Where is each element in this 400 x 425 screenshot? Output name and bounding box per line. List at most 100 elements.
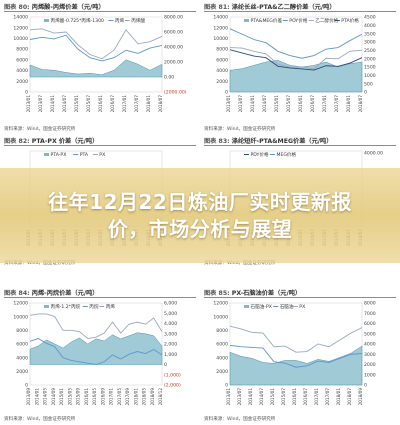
y-tick-left: 14000 [13, 15, 28, 21]
chart-title: 涤纶长丝-PTA&乙二醇价差（元/吨） [231, 4, 336, 11]
y-tick-right: 5,000 [164, 311, 177, 317]
chart-area: 0 2000 4000 6000 8000 10000 12000 14000 (2000.00… [13, 15, 186, 113]
x-tick-label: 2015/07 [286, 95, 291, 113]
chart-title: 涤纶短纤-PTA&MEG价差（元/吨） [231, 138, 333, 145]
figure-number: 图表 80: [4, 4, 30, 11]
chart-area: 0 2000 4000 6000 8000 10000 12000 0 1000 2000 3000… [213, 301, 376, 406]
chart-source: 资料来源：Wind，国金证券研究所 [204, 261, 276, 266]
chart-panel-81: 图表 81: 涤纶长丝-PTA&乙二醇价差（元/吨） 0 2000 4000 6000… [204, 2, 396, 132]
x-tick-label: 2016/07 [303, 388, 308, 406]
y-tick-right: 1,000 [164, 352, 177, 358]
legend-label: 石脑油 [280, 303, 294, 310]
x-tick-label: 2018/09 [358, 388, 363, 406]
x-tick-label: 2016/05 [92, 388, 97, 406]
series-area [29, 332, 163, 365]
chart-source: 资料来源：Wind，国金证券研究所 [4, 261, 76, 266]
x-tick-label: 2017/01 [122, 95, 127, 113]
y-tick-right: 0 [164, 362, 167, 368]
y-tick-left: 14000 [213, 15, 228, 21]
y-tick-right: 0 [364, 90, 367, 96]
x-tick-label: 2018/01 [336, 388, 341, 406]
x-tick-label: 2015/01 [74, 95, 79, 113]
y-tick-right: 0.00 [164, 75, 174, 81]
x-tick-label: 2015/09 [76, 388, 81, 406]
y-tick-left: 6000 [216, 57, 228, 63]
legend-label: 丙烷 [89, 303, 99, 310]
x-tick-label: 2013/01 [26, 95, 31, 113]
y-tick-left: 12000 [213, 25, 228, 31]
x-tick-label: 2014/01 [34, 388, 39, 406]
series-area [29, 59, 163, 78]
title-rule [204, 145, 396, 146]
chart-source: 资料来源：Wind，国金证券研究所 [204, 417, 276, 422]
chart-title: 丙烯-丙烷价差（元/吨） [31, 290, 99, 297]
x-tick-label: 2014/01 [250, 95, 255, 113]
x-tick-label: 2017/07 [334, 95, 339, 113]
x-tick-label: 2017/01 [322, 95, 327, 113]
y-tick-right: 1000 [364, 372, 376, 378]
x-tick-label: 2014/09 [51, 388, 56, 406]
legend-swatch [44, 19, 49, 22]
x-tick-label: 2013/01 [226, 388, 231, 406]
x-tick-label: 2016/07 [310, 95, 315, 113]
plot-frame [29, 16, 163, 93]
x-tick-label: 2015/07 [281, 388, 286, 406]
y-tick-left: 6000 [216, 342, 228, 348]
legend-label: PX [99, 152, 105, 158]
x-tick-label: 2015/07 [86, 95, 91, 113]
figure-number: 图表 84: [4, 290, 30, 297]
x-tick-label: 2014/01 [248, 388, 253, 406]
legend-swatch [244, 305, 249, 308]
series-line [229, 344, 363, 368]
legend-label: 丙烯 [106, 303, 116, 310]
x-tick-label: 2018/05 [142, 388, 147, 406]
x-tick-label: 2013/09 [26, 388, 31, 406]
x-tick-label: 2017/07 [134, 95, 139, 113]
figure-number: 图表 82: [4, 138, 30, 145]
legend-label: PTA [80, 152, 89, 158]
x-tick-label: 2015/01 [59, 388, 64, 406]
legend-label: PX [299, 304, 305, 310]
y-tick-left: 0 [25, 383, 28, 389]
y-tick-right: 7000 [364, 311, 376, 317]
x-tick-label: 2014/07 [259, 388, 264, 406]
y-tick-left: 8000 [16, 47, 28, 53]
chart-source: 资料来源：Wind，国金证券研究所 [204, 127, 276, 132]
y-tick-left: 10000 [13, 36, 28, 42]
y-tick-right: 2000.00 [164, 60, 183, 66]
x-tick-label: 2016/01 [298, 95, 303, 113]
y-tick-right: 0 [364, 383, 367, 389]
y-tick-left: 4000 [16, 68, 28, 74]
y-tick-right: 6,000 [164, 301, 177, 307]
title-rule [4, 297, 196, 298]
series-line [229, 28, 363, 59]
y-tick-left: 10000 [213, 36, 228, 42]
x-tick-label: 2017/09 [125, 388, 130, 406]
figure-number: 图表 81: [204, 4, 230, 11]
x-tick-label: 2017/01 [109, 388, 114, 406]
y-tick-right: 8000.00 [164, 15, 183, 21]
y-tick-right: 4000 [364, 23, 376, 29]
y-tick-left: 0 [225, 90, 228, 96]
x-tick-label: 2018/01 [146, 95, 151, 113]
x-tick-label: 2015/05 [67, 388, 72, 406]
series-line [229, 49, 363, 71]
plot-frame [29, 302, 163, 386]
headline-text: 往年12月22日炼油厂实时更新报价，市场分析与展望 [48, 189, 352, 241]
y-tick-right: 1500 [364, 65, 376, 71]
series-line [29, 313, 163, 340]
x-tick-label: 2016/01 [98, 95, 103, 113]
y-tick-right: 2000 [364, 362, 376, 368]
x-tick-label: 2013/07 [237, 388, 242, 406]
legend-swatch [244, 19, 249, 22]
y-tick-left: 8000 [216, 47, 228, 53]
chart-panel-84: 图表 84: 丙烯-丙烷价差（元/吨） 0 2000 4000 6000 8000 100… [4, 288, 196, 422]
x-tick-label: 2013/07 [238, 95, 243, 113]
y-tick-left: 2000 [16, 369, 28, 375]
x-tick-label: 2016/01 [292, 388, 297, 406]
y-tick-left: 4000 [216, 355, 228, 361]
y-tick-left: 12000 [13, 301, 28, 307]
chart-area: 0 2000 4000 6000 8000 10000 12000 (2,000) (1,000… [13, 301, 181, 406]
legend-label: 丙烯-1.2*丙烷 [51, 303, 81, 310]
title-rule [4, 145, 196, 146]
